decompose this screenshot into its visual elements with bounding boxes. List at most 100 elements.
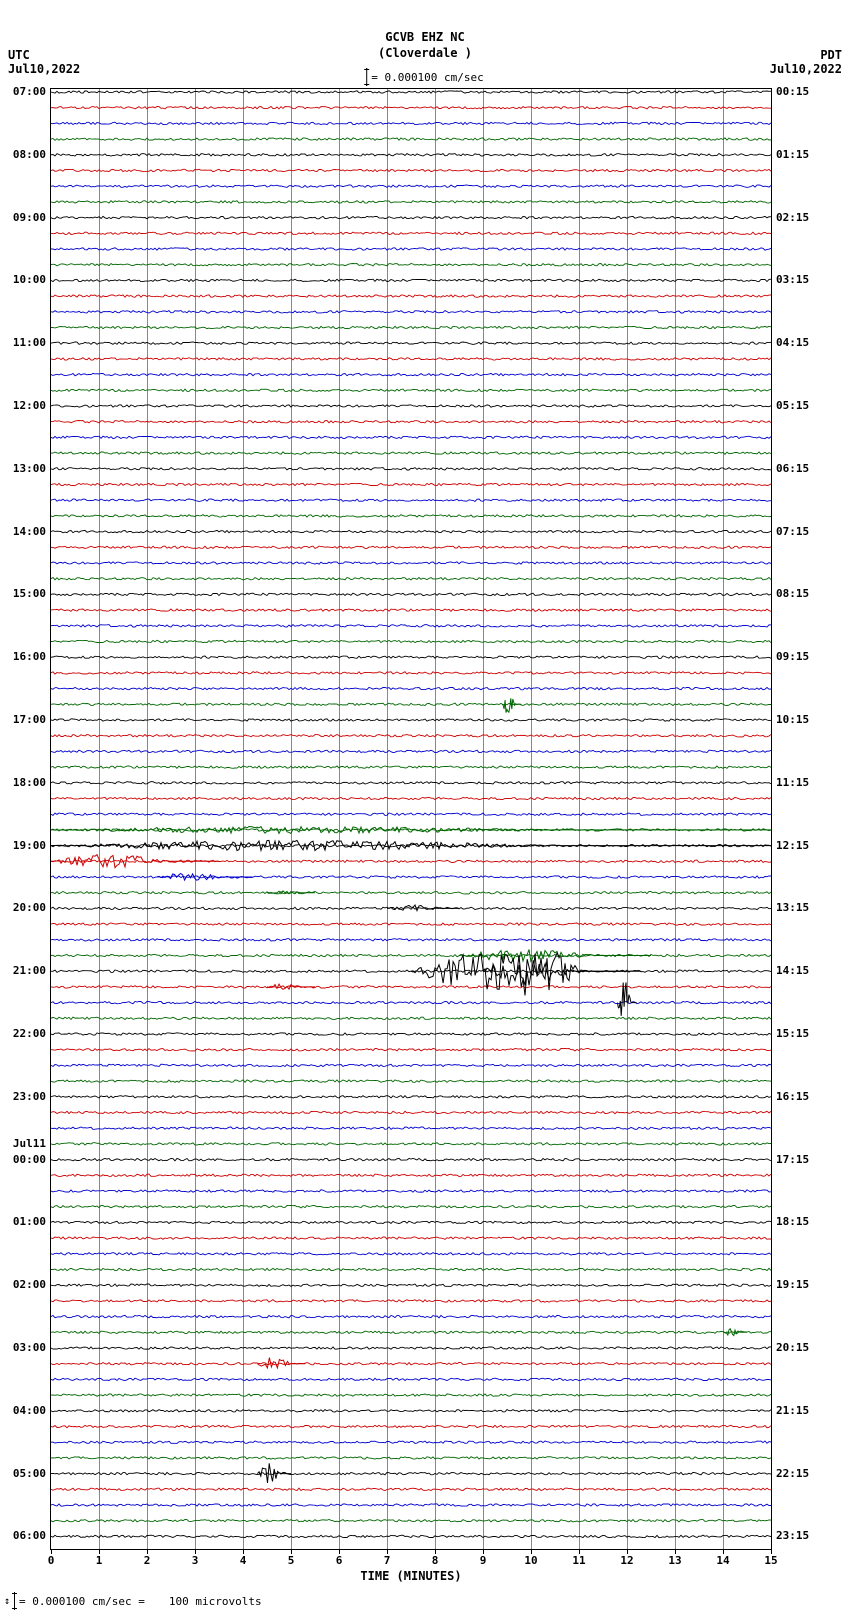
left-time-label: 19:00 bbox=[2, 839, 46, 852]
trace-row bbox=[51, 1206, 771, 1208]
left-time-label: 12:00 bbox=[2, 399, 46, 412]
right-time-label: 16:15 bbox=[776, 1090, 836, 1103]
right-time-label: 21:15 bbox=[776, 1404, 836, 1417]
trace-row bbox=[51, 138, 771, 140]
grid-line bbox=[243, 89, 244, 1549]
right-time-label: 05:15 bbox=[776, 399, 836, 412]
trace-row bbox=[51, 499, 771, 501]
trace-row bbox=[51, 1425, 771, 1427]
footer-microvolts: 100 microvolts bbox=[169, 1595, 262, 1608]
x-tick-label: 15 bbox=[764, 1554, 777, 1567]
trace-row bbox=[51, 1504, 771, 1506]
trace-row bbox=[51, 1410, 771, 1412]
seismic-event bbox=[723, 1329, 747, 1336]
trace-row bbox=[51, 1158, 771, 1160]
trace-row bbox=[51, 703, 771, 705]
scale-indicator: = 0.000100 cm/sec bbox=[366, 68, 484, 86]
trace-row bbox=[51, 342, 771, 344]
right-time-label: 10:15 bbox=[776, 713, 836, 726]
trace-row bbox=[51, 735, 771, 737]
trace-row bbox=[51, 1096, 771, 1098]
left-time-label: 14:00 bbox=[2, 525, 46, 538]
seismic-event bbox=[483, 953, 627, 995]
left-time-label: 20:00 bbox=[2, 901, 46, 914]
trace-row bbox=[51, 468, 771, 470]
trace-row bbox=[51, 1472, 771, 1474]
grid-line bbox=[627, 89, 628, 1549]
right-time-label: 09:15 bbox=[776, 650, 836, 663]
trace-row bbox=[51, 1315, 771, 1317]
grid-line bbox=[387, 89, 388, 1549]
trace-row bbox=[51, 154, 771, 156]
right-time-label: 20:15 bbox=[776, 1341, 836, 1354]
grid-line bbox=[531, 89, 532, 1549]
right-time-label: 22:15 bbox=[776, 1467, 836, 1480]
trace-row bbox=[51, 421, 771, 423]
trace-row bbox=[51, 970, 771, 972]
seismic-event bbox=[502, 698, 521, 712]
right-time-label: 03:15 bbox=[776, 273, 836, 286]
trace-row bbox=[51, 797, 771, 799]
seismic-event bbox=[51, 855, 219, 868]
trace-row bbox=[51, 1033, 771, 1035]
trace-row bbox=[51, 1331, 771, 1333]
trace-row bbox=[51, 1174, 771, 1176]
trace-row bbox=[51, 1347, 771, 1349]
trace-row bbox=[51, 1143, 771, 1145]
grid-line bbox=[99, 89, 100, 1549]
tz-left-name: UTC bbox=[8, 48, 80, 62]
right-time-label: 02:15 bbox=[776, 211, 836, 224]
trace-row bbox=[51, 405, 771, 407]
seismic-event bbox=[387, 905, 459, 911]
trace-row bbox=[51, 279, 771, 281]
left-time-label: 16:00 bbox=[2, 650, 46, 663]
trace-row bbox=[51, 750, 771, 752]
seismic-event bbox=[157, 874, 253, 881]
x-tick-label: 4 bbox=[240, 1554, 247, 1567]
grid-line bbox=[435, 89, 436, 1549]
x-tick-label: 6 bbox=[336, 1554, 343, 1567]
tz-right-name: PDT bbox=[770, 48, 842, 62]
trace-row bbox=[51, 939, 771, 941]
trace-row bbox=[51, 593, 771, 595]
trace-row bbox=[51, 562, 771, 564]
left-time-label: 09:00 bbox=[2, 211, 46, 224]
x-axis-title: TIME (MINUTES) bbox=[360, 1569, 461, 1583]
trace-row bbox=[51, 1300, 771, 1302]
trace-row bbox=[51, 656, 771, 658]
trace-row bbox=[51, 1001, 771, 1003]
trace-row bbox=[51, 530, 771, 532]
left-time-label: 00:00 bbox=[2, 1153, 46, 1166]
trace-row bbox=[51, 515, 771, 517]
x-tick-label: 3 bbox=[192, 1554, 199, 1567]
trace-row bbox=[51, 358, 771, 360]
right-time-label: 12:15 bbox=[776, 839, 836, 852]
right-time-label: 08:15 bbox=[776, 587, 836, 600]
x-tick-label: 11 bbox=[572, 1554, 585, 1567]
right-time-label: 11:15 bbox=[776, 776, 836, 789]
plot-area: TIME (MINUTES) 0123456789101112131415 bbox=[50, 88, 772, 1550]
trace-row bbox=[51, 311, 771, 313]
station-id: GCVB EHZ NC bbox=[0, 30, 850, 46]
right-time-label: 17:15 bbox=[776, 1153, 836, 1166]
grid-line bbox=[483, 89, 484, 1549]
grid-line bbox=[147, 89, 148, 1549]
trace-row bbox=[51, 201, 771, 203]
scale-label: = 0.000100 cm/sec bbox=[371, 71, 484, 84]
trace-row bbox=[51, 1488, 771, 1490]
trace-row bbox=[51, 766, 771, 768]
trace-row bbox=[51, 122, 771, 124]
trace-row bbox=[51, 389, 771, 391]
right-time-label: 04:15 bbox=[776, 336, 836, 349]
scale-bar-icon bbox=[14, 1592, 15, 1610]
left-time-label: 23:00 bbox=[2, 1090, 46, 1103]
trace-row bbox=[51, 609, 771, 611]
left-time-label: Jul11 bbox=[2, 1137, 46, 1150]
trace-row bbox=[51, 169, 771, 171]
right-time-label: 19:15 bbox=[776, 1278, 836, 1291]
trace-row bbox=[51, 1535, 771, 1537]
trace-row bbox=[51, 640, 771, 642]
seismic-event bbox=[51, 840, 771, 850]
footer-scale-text: = 0.000100 cm/sec = bbox=[19, 1595, 145, 1608]
left-time-label: 10:00 bbox=[2, 273, 46, 286]
